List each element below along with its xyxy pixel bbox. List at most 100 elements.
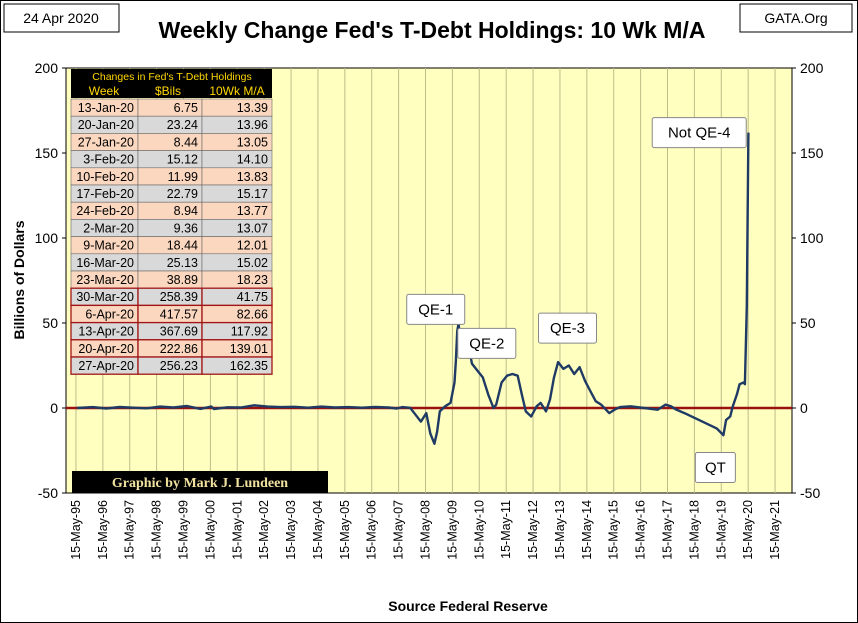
table-cell: 222.86 (160, 342, 198, 356)
table-cell: 18.44 (167, 239, 198, 253)
table-cell: 367.69 (160, 325, 198, 339)
table-cell: 15.12 (167, 153, 198, 167)
x-tick-label: 15-May-05 (338, 500, 352, 560)
x-tick-label: 15-May-18 (687, 500, 701, 560)
table-cell: 3-Feb-20 (83, 153, 134, 167)
table-cell: 417.57 (160, 307, 198, 321)
table-row: 3-Feb-20 15.12 14.10 (70, 150, 273, 169)
table-cell: 13.83 (237, 170, 268, 184)
table-cell: 8.94 (174, 204, 198, 218)
table-cell: 14.10 (237, 153, 268, 167)
x-tick-label: 15-May-96 (96, 500, 110, 560)
table-cell: 8.44 (174, 135, 198, 149)
x-tick-label: 15-May-95 (69, 500, 83, 560)
y-tick-label-left: 100 (35, 230, 59, 246)
table-row: 6-Apr-20 417.57 82.66 (70, 304, 273, 324)
y-tick-label-right: 0 (800, 400, 808, 416)
x-tick-label: 15-May-06 (365, 500, 379, 560)
x-tick-label: 15-May-02 (257, 500, 271, 560)
source-tag: GATA.Org (764, 10, 827, 26)
x-tick-label: 15-May-13 (553, 500, 567, 560)
y-tick-label-left: 0 (50, 400, 58, 416)
table-cell: 18.23 (237, 273, 268, 287)
x-tick-label: 15-May-15 (607, 500, 621, 560)
table-cell: 10-Feb-20 (76, 170, 134, 184)
credit-label: Graphic by Mark J. Lundeen (112, 476, 288, 491)
table-cell: 6.75 (174, 101, 198, 115)
x-tick-label: 15-May-12 (526, 500, 540, 560)
table-cell: 22.79 (167, 187, 198, 201)
table-cell: 17-Feb-20 (76, 187, 134, 201)
table-cell: 13.39 (237, 101, 268, 115)
table-row: 2-Mar-20 9.36 13.07 (70, 219, 273, 237)
table-header-bils: $Bils (155, 84, 181, 98)
table-cell: 20-Apr-20 (78, 342, 134, 356)
table-row: 20-Jan-20 23.24 13.96 (70, 115, 273, 134)
x-tick-label: 15-May-17 (661, 500, 675, 560)
table-cell: 15.17 (237, 187, 268, 201)
table-row: 24-Feb-20 8.94 13.77 (70, 201, 273, 220)
svg-text:QE-3: QE-3 (550, 320, 585, 337)
annotation-label: QE-1 (406, 293, 466, 325)
table-cell: 24-Feb-20 (76, 204, 134, 218)
table-cell: 11.99 (168, 170, 198, 184)
y-axis-label: Billions of Dollars (11, 220, 27, 339)
series-line-10wk-ma (76, 132, 750, 445)
table-row: 13-Apr-20 367.69 117.92 (70, 321, 273, 341)
table-cell: 162.35 (230, 359, 268, 373)
y-tick-label-left: -50 (38, 485, 58, 501)
x-axis-label: Source Federal Reserve (388, 598, 548, 614)
table-cell: 13.96 (237, 118, 268, 132)
table-row: 17-Feb-20 22.79 15.17 (70, 184, 273, 203)
x-tick-label: 15-May-97 (123, 500, 137, 560)
chart-title: Weekly Change Fed's T-Debt Holdings: 10 … (159, 17, 706, 43)
y-tick-label-left: 50 (42, 315, 58, 331)
annotation-label: Not QE-4 (651, 117, 747, 149)
table-cell: 256.23 (160, 359, 198, 373)
table-cell: 9.36 (174, 221, 198, 235)
table-header-week: Week (89, 84, 120, 98)
svg-text:QE-1: QE-1 (418, 301, 453, 318)
annotation-label: QT (694, 452, 736, 483)
table-cell: 82.66 (237, 307, 268, 321)
table-title: Changes in Fed's T-Debt Holdings (92, 71, 251, 83)
table-cell: 13.05 (237, 135, 268, 149)
table-cell: 6-Apr-20 (85, 307, 134, 321)
x-tick-label: 15-May-19 (714, 500, 728, 560)
svg-text:Not QE-4: Not QE-4 (668, 125, 731, 142)
table-cell: 2-Mar-20 (83, 221, 134, 235)
y-tick-label-right: -50 (800, 485, 820, 501)
table-header-ma: 10Wk M/A (209, 84, 264, 98)
x-tick-label: 15-May-07 (392, 500, 406, 560)
date-label: 24 Apr 2020 (23, 10, 99, 26)
y-tick-label-left: 150 (35, 145, 59, 161)
table-row: 27-Jan-20 8.44 13.05 (70, 133, 273, 151)
annotation-label: QE-3 (537, 312, 597, 344)
table-cell: 12.01 (237, 239, 268, 253)
x-tick-label: 15-May-99 (177, 500, 191, 560)
y-tick-label-right: 150 (800, 145, 824, 161)
x-tick-label: 15-May-14 (580, 500, 594, 560)
table-cell: 30-Mar-20 (76, 290, 134, 304)
x-tick-label: 15-May-03 (284, 500, 298, 560)
x-tick-label: 15-May-16 (634, 500, 648, 560)
x-tick-label: 15-May-10 (472, 500, 486, 560)
table-cell: 15.02 (237, 256, 268, 270)
annotation-label: QE-2 (457, 327, 517, 359)
x-tick-label: 15-May-01 (230, 500, 244, 560)
table-cell: 117.92 (231, 325, 268, 339)
table-cell: 16-Mar-20 (76, 256, 134, 270)
svg-text:QE-2: QE-2 (469, 335, 504, 352)
table-cell: 139.01 (230, 342, 268, 356)
table-cell: 27-Jan-20 (78, 135, 134, 149)
table-row: 13-Jan-20 6.75 13.39 (70, 98, 273, 117)
x-tick-label: 15-May-04 (311, 500, 325, 560)
table-cell: 23-Mar-20 (76, 273, 134, 287)
y-tick-label-left: 200 (35, 60, 59, 76)
y-tick-label-right: 200 (800, 60, 824, 76)
table-row: 9-Mar-20 18.44 12.01 (70, 236, 273, 255)
table-row: 30-Mar-20 258.39 41.75 (70, 287, 273, 307)
table-cell: 13-Jan-20 (78, 101, 134, 115)
x-tick-label: 15-May-00 (203, 500, 217, 560)
